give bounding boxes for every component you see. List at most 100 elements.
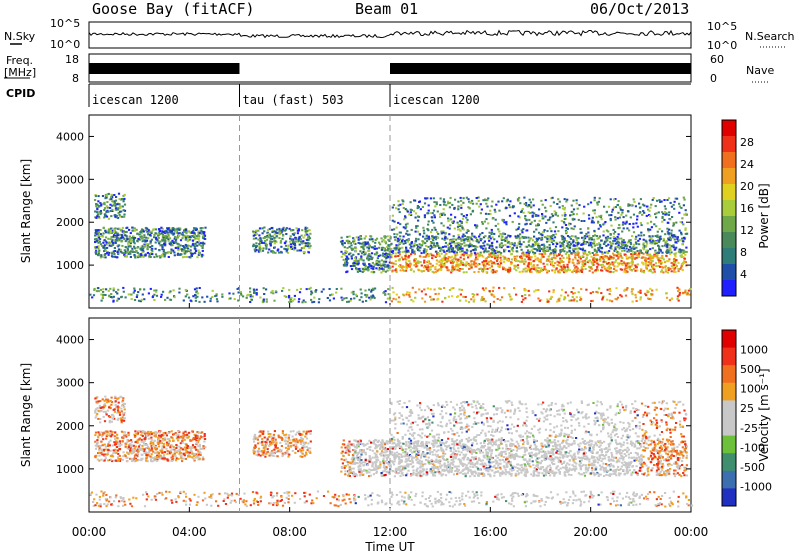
heatmap-cell [353,238,356,241]
heatmap-cell [118,213,121,216]
heatmap-cell [583,205,586,208]
heatmap-cell [348,245,351,248]
heatmap-cell [102,450,105,453]
heatmap-cell [460,243,464,246]
heatmap-cell [662,212,665,215]
heatmap-cell [489,212,492,215]
heatmap-cell [535,270,538,273]
heatmap-cell [495,249,498,252]
heatmap-cell [518,237,521,240]
heatmap-cell [444,231,447,234]
heatmap-cell [480,208,483,211]
heatmap-cell [108,244,111,247]
heatmap-cell [645,294,648,297]
heatmap-cell [100,453,103,456]
heatmap-cell [104,247,107,250]
heatmap-cell [425,234,428,237]
heatmap-cell [172,440,175,442]
heatmap-cell [639,298,642,301]
heatmap-cell [364,265,367,267]
heatmap-cell [345,297,348,299]
heatmap-cell [552,291,555,294]
heatmap-cell [474,224,477,227]
heatmap-cell [671,236,674,239]
heatmap-cell [133,289,136,292]
heatmap-cell [659,250,662,253]
heatmap-cell [618,224,621,226]
heatmap-cell [394,263,397,266]
heatmap-cell [194,252,197,255]
heatmap-cell [606,235,609,238]
heatmap-cell [621,257,624,260]
heatmap-cell [655,288,658,291]
heatmap-cell [165,237,168,239]
heatmap-cell [274,230,277,233]
heatmap-cell [341,244,344,247]
heatmap-cell [630,203,633,206]
heatmap-cell [649,258,652,261]
heatmap-cell [481,268,484,271]
heatmap-cell [384,236,387,239]
heatmap-cell [328,288,331,290]
heatmap-cell [514,235,517,238]
heatmap-cell [593,229,596,232]
heatmap-cell [479,203,482,206]
heatmap-cell [470,238,473,241]
heatmap-cell [400,265,403,268]
heatmap-cell [418,233,422,236]
heatmap-cell [360,258,363,261]
heatmap-cell [606,250,609,253]
heatmap-cell [586,235,589,238]
heatmap-cell [489,209,492,212]
heatmap-cell [121,205,124,208]
heatmap-cell [529,212,532,214]
heatmap-cell [488,247,491,249]
heatmap-cell [681,291,685,294]
heatmap-cell [538,246,541,249]
heatmap-cell [154,232,157,235]
heatmap-cell [636,250,639,252]
heatmap-cell [370,246,374,249]
heatmap-cell [193,232,196,235]
heatmap-cell [661,251,664,254]
heatmap-cell [509,295,512,298]
heatmap-cell [587,231,590,234]
heatmap-cell [129,245,132,248]
heatmap-cell [578,255,582,258]
heatmap-cell [597,263,600,266]
heatmap-cell [357,260,360,263]
heatmap-cell [585,241,589,244]
heatmap-cell [654,205,657,208]
heatmap-cell [565,232,568,235]
heatmap-cell [374,239,377,241]
heatmap-cell [577,252,580,255]
heatmap-cell [462,201,465,204]
heatmap-cell [601,296,604,299]
heatmap-cell [531,211,534,214]
heatmap-cell [590,244,593,247]
heatmap-cell [169,243,172,246]
heatmap-cell [366,257,369,260]
heatmap-cell [452,220,455,223]
heatmap-cell [372,295,375,298]
heatmap-cell [622,260,625,263]
heatmap-cell [355,236,358,239]
heatmap-cell [647,257,650,260]
heatmap-cell [453,207,456,210]
heatmap-cell [398,211,401,214]
heatmap-cell [100,255,103,258]
heatmap-cell [614,242,617,245]
heatmap-cell [610,224,613,227]
heatmap-cell [159,256,162,259]
heatmap-cell [436,210,439,213]
heatmap-cell [185,450,188,453]
heatmap-cell [488,255,491,258]
heatmap-cell [558,264,561,267]
heatmap-cell [99,210,102,212]
heatmap-cell [185,246,188,249]
heatmap-cell [413,259,416,262]
heatmap-cell [580,231,583,234]
heatmap-cell [647,269,650,272]
heatmap-cell [634,251,637,254]
heatmap-cell [483,266,486,269]
